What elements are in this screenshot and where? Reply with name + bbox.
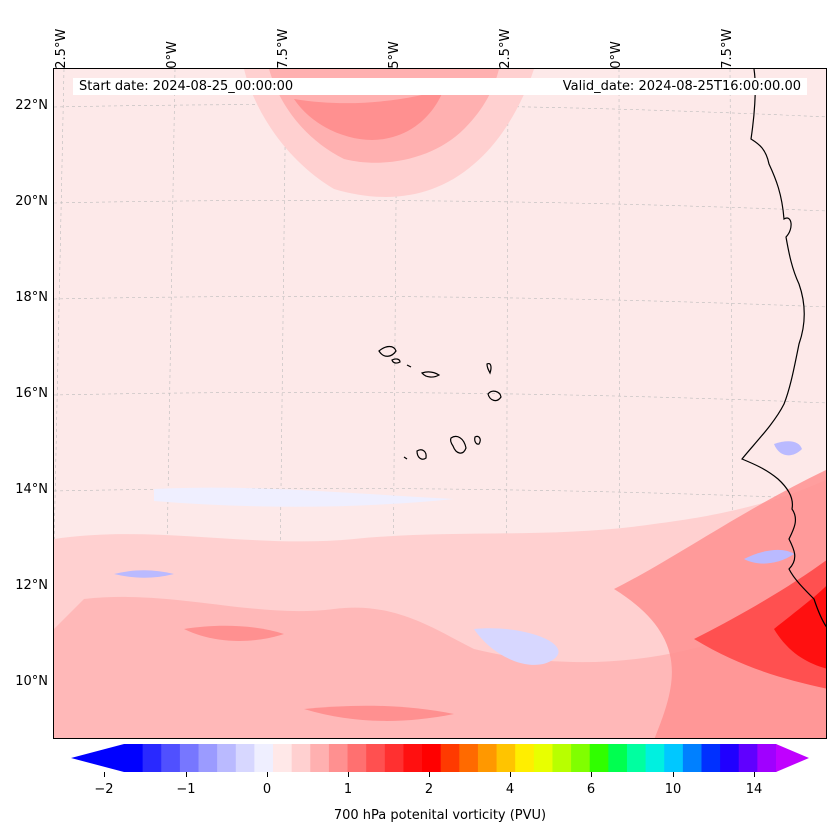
colorbar-segment [161, 744, 181, 772]
colorbar-segment [273, 744, 293, 772]
colorbar-tick-label: 1 [343, 782, 353, 797]
cape-verde-islands [378, 345, 502, 460]
colorbar-over-triangle [776, 744, 809, 772]
colorbar-segment [142, 744, 162, 772]
colorbar-segment [496, 744, 516, 772]
colorbar-segment [235, 744, 255, 772]
colorbar-tickmark-7 [673, 772, 674, 777]
map-canvas [54, 69, 826, 738]
lat-label-14n: 14°N [15, 482, 48, 497]
colorbar-segment [757, 744, 777, 772]
map-plot-area [53, 68, 827, 739]
colorbar-tick-label: 10 [664, 782, 682, 797]
colorbar-tickmark-3 [348, 772, 349, 777]
colorbar-label: 700 hPa potenital vorticity (PVU) [333, 808, 547, 823]
africa-coastline [741, 69, 826, 628]
colorbar-segment [515, 744, 535, 772]
colorbar-segment [552, 744, 572, 772]
colorbar-segment [459, 744, 479, 772]
colorbar-tick-label: −2 [94, 782, 114, 797]
start-date-label: Start date: 2024-08-25_00:00:00 [73, 78, 551, 95]
colorbar-segment [217, 744, 237, 772]
colorbar-segment [720, 744, 740, 772]
colorbar-under-triangle [71, 744, 124, 772]
colorbar-segment [124, 744, 144, 772]
colorbar-segment [440, 744, 460, 772]
lat-label-10n: 10°N [15, 674, 48, 689]
colorbar-segment [701, 744, 721, 772]
colorbar-tickmark-0 [104, 772, 105, 777]
colorbar-segment [198, 744, 218, 772]
valid-date-label: Valid_date: 2024-08-25T16:00:00.00 [539, 78, 807, 95]
colorbar-tickmark-6 [591, 772, 592, 777]
colorbar-tickmark-1 [186, 772, 187, 777]
colorbar-segment [310, 744, 330, 772]
colorbar-segment [626, 744, 647, 772]
colorbar-tick-label: 4 [505, 782, 515, 797]
colorbar-segment [422, 744, 442, 772]
colorbar-segment [589, 744, 609, 772]
colorbar-segment [328, 744, 349, 772]
lat-label-12n: 12°N [15, 578, 48, 593]
colorbar-tickmark-2 [267, 772, 268, 777]
colorbar-segment [664, 744, 684, 772]
colorbar-segments [124, 744, 777, 772]
colorbar-tick-label: 14 [745, 782, 763, 797]
pv-south-band [54, 479, 826, 738]
colorbar-tick-label: 6 [586, 782, 596, 797]
colorbar-tick-label: −1 [176, 782, 196, 797]
colorbar-tickmark-4 [429, 772, 430, 777]
colorbar-segment [254, 744, 274, 772]
lat-label-18n: 18°N [15, 290, 48, 305]
lat-label-20n: 20°N [15, 194, 48, 209]
colorbar-segment [477, 744, 498, 772]
colorbar-tick-label: 0 [262, 782, 272, 797]
colorbar [71, 744, 809, 772]
colorbar-segment [645, 744, 665, 772]
pv-coastal-high [614, 441, 826, 738]
colorbar-segment [403, 744, 423, 772]
colorbar-segment [366, 744, 386, 772]
colorbar-segment [384, 744, 404, 772]
colorbar-segment [291, 744, 311, 772]
colorbar-tickmark-8 [754, 772, 755, 777]
colorbar-tick-label: 2 [424, 782, 434, 797]
lat-label-22n: 22°N [15, 98, 48, 113]
colorbar-segment [179, 744, 200, 772]
colorbar-segment [608, 744, 628, 772]
colorbar-segment [571, 744, 591, 772]
colorbar-segment [533, 744, 553, 772]
colorbar-tickmark-5 [510, 772, 511, 777]
colorbar-segment [738, 744, 758, 772]
lat-label-16n: 16°N [15, 386, 48, 401]
colorbar-segment [682, 744, 702, 772]
colorbar-segment [347, 744, 367, 772]
